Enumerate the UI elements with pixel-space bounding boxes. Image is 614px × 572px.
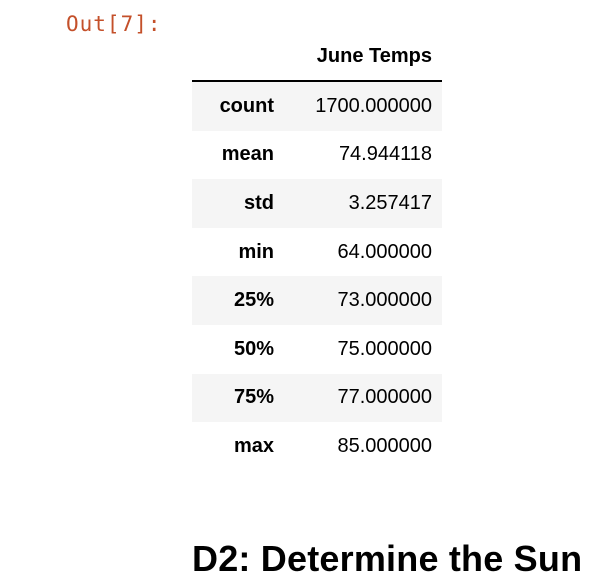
table-row: max 85.000000 xyxy=(192,422,442,471)
index-header xyxy=(192,32,284,82)
row-value: 77.000000 xyxy=(337,386,432,409)
table-row: 25% 73.000000 xyxy=(192,276,442,325)
row-label: min xyxy=(238,240,274,263)
row-label: mean xyxy=(221,143,274,166)
dataframe-output: June Temps count 1700.000000 mean 74.944… xyxy=(192,32,442,471)
row-label: 25% xyxy=(233,289,274,312)
table-row: 50% 75.000000 xyxy=(192,325,442,374)
section-heading: D2: Determine the Sun xyxy=(192,538,583,572)
statistics-table: June Temps count 1700.000000 mean 74.944… xyxy=(192,32,442,471)
table-row: count 1700.000000 xyxy=(192,81,442,131)
row-value: 73.000000 xyxy=(337,289,432,312)
row-label: 50% xyxy=(233,337,274,360)
row-value: 1700.000000 xyxy=(315,94,432,117)
table-row: std 3.257417 xyxy=(192,179,442,228)
row-label: 75% xyxy=(233,386,274,409)
column-header: June Temps xyxy=(284,32,442,82)
row-label: max xyxy=(233,434,274,457)
row-label: count xyxy=(219,94,274,117)
row-value: 75.000000 xyxy=(337,337,432,360)
output-prompt: Out[7]: xyxy=(66,12,162,36)
table-row: 75% 77.000000 xyxy=(192,373,442,423)
table-header-row: June Temps xyxy=(192,32,442,82)
row-value: 85.000000 xyxy=(337,434,432,457)
row-value: 3.257417 xyxy=(348,191,432,214)
row-label: std xyxy=(244,191,274,214)
table-row: min 64.000000 xyxy=(192,228,442,277)
row-value: 64.000000 xyxy=(337,240,432,263)
table-row: mean 74.944118 xyxy=(192,131,442,180)
row-value: 74.944118 xyxy=(338,143,432,166)
